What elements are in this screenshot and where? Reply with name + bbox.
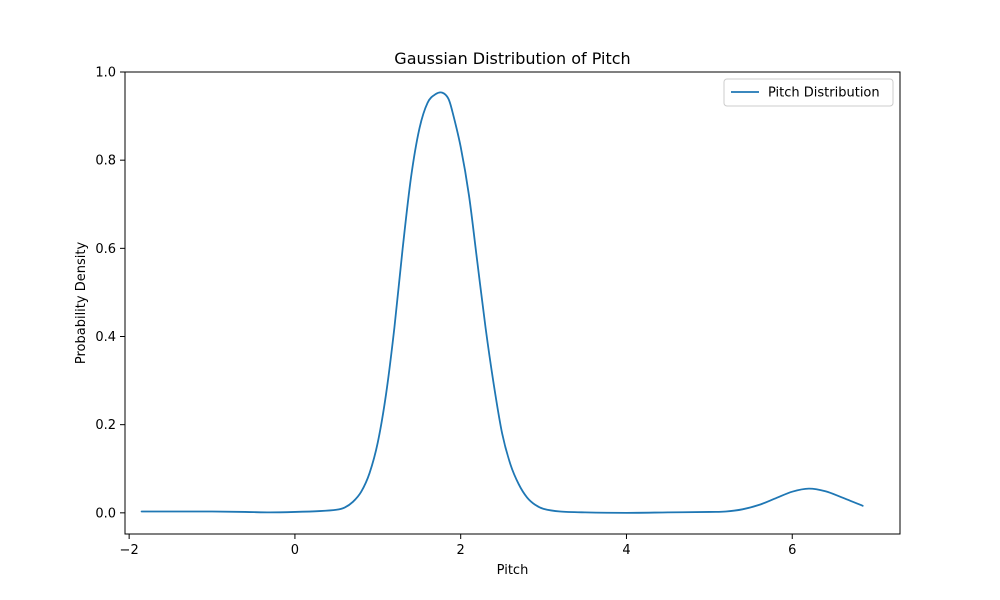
legend-box xyxy=(723,78,894,107)
axes-frame xyxy=(124,71,901,535)
y-tick-label: 0.6 xyxy=(95,242,116,257)
y-tick-label: 0.4 xyxy=(95,330,116,345)
y-tick-label: 1.0 xyxy=(95,66,116,81)
x-tick-label: 2 xyxy=(457,543,465,558)
y-axis-label: Probability Density xyxy=(74,242,89,365)
x-axis-ticks: −2 0 2 4 6 xyxy=(120,534,796,558)
series-line-pitch-distribution xyxy=(140,91,864,514)
y-axis-ticks: 0.0 0.2 0.4 0.6 0.8 1.0 xyxy=(95,66,125,521)
legend: Pitch Distribution xyxy=(723,78,894,107)
x-tick-label: 6 xyxy=(788,543,796,558)
x-axis-label: Pitch xyxy=(497,563,529,578)
y-tick-label: 0.2 xyxy=(95,418,116,433)
legend-entry-pitch-distribution: Pitch Distribution xyxy=(768,86,880,101)
y-tick-label: 0.0 xyxy=(95,506,116,521)
x-tick-label: −2 xyxy=(120,543,139,558)
chart-title: Gaussian Distribution of Pitch xyxy=(394,49,630,68)
x-tick-label: 4 xyxy=(622,543,630,558)
y-tick-label: 0.8 xyxy=(95,154,116,169)
plot-area xyxy=(140,91,864,514)
x-tick-label: 0 xyxy=(291,543,299,558)
